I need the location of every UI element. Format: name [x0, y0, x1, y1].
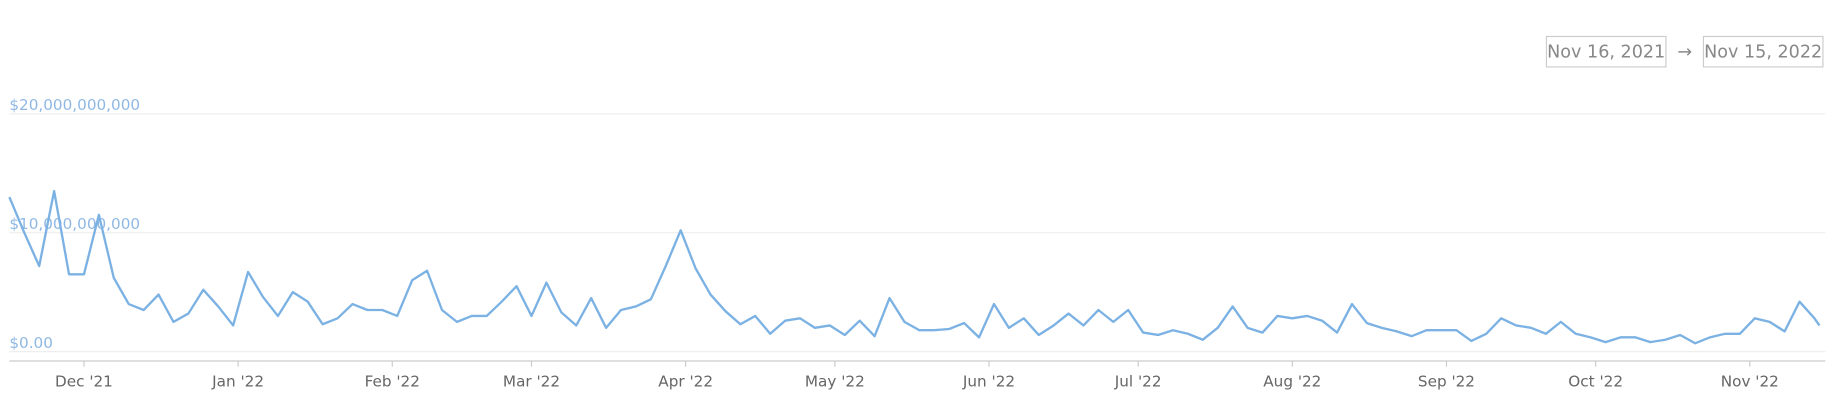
- x-tick-label: Jan '22: [211, 373, 264, 391]
- end-date[interactable]: Nov 15, 2022: [1704, 42, 1822, 62]
- start-date-box[interactable]: [1545, 35, 1667, 68]
- y-tick-label: $0.00: [9, 334, 53, 352]
- x-tick-label: Mar '22: [503, 373, 560, 391]
- y-tick-label: $20,000,000,000: [9, 96, 140, 114]
- x-tick-label: Sep '22: [1418, 373, 1475, 391]
- x-tick-label: Dec '21: [55, 373, 113, 391]
- x-tick-label: Oct '22: [1568, 373, 1623, 391]
- x-tick-label: Nov '22: [1721, 373, 1779, 391]
- y-tick-label: $10,000,000,000: [9, 215, 140, 233]
- x-tick-label: Jul '22: [1114, 373, 1162, 391]
- series-line: [8, 189, 1821, 345]
- x-tick-label: Feb '22: [365, 373, 420, 391]
- start-date[interactable]: Nov 16, 2021: [1547, 42, 1665, 62]
- x-tick-label: Aug '22: [1263, 373, 1321, 391]
- end-date-box[interactable]: [1702, 35, 1824, 68]
- x-tick-label: May '22: [805, 373, 865, 391]
- date-separator: →: [1677, 42, 1692, 62]
- x-tick-label: Apr '22: [658, 373, 713, 391]
- x-tick-label: Jun '22: [962, 373, 1015, 391]
